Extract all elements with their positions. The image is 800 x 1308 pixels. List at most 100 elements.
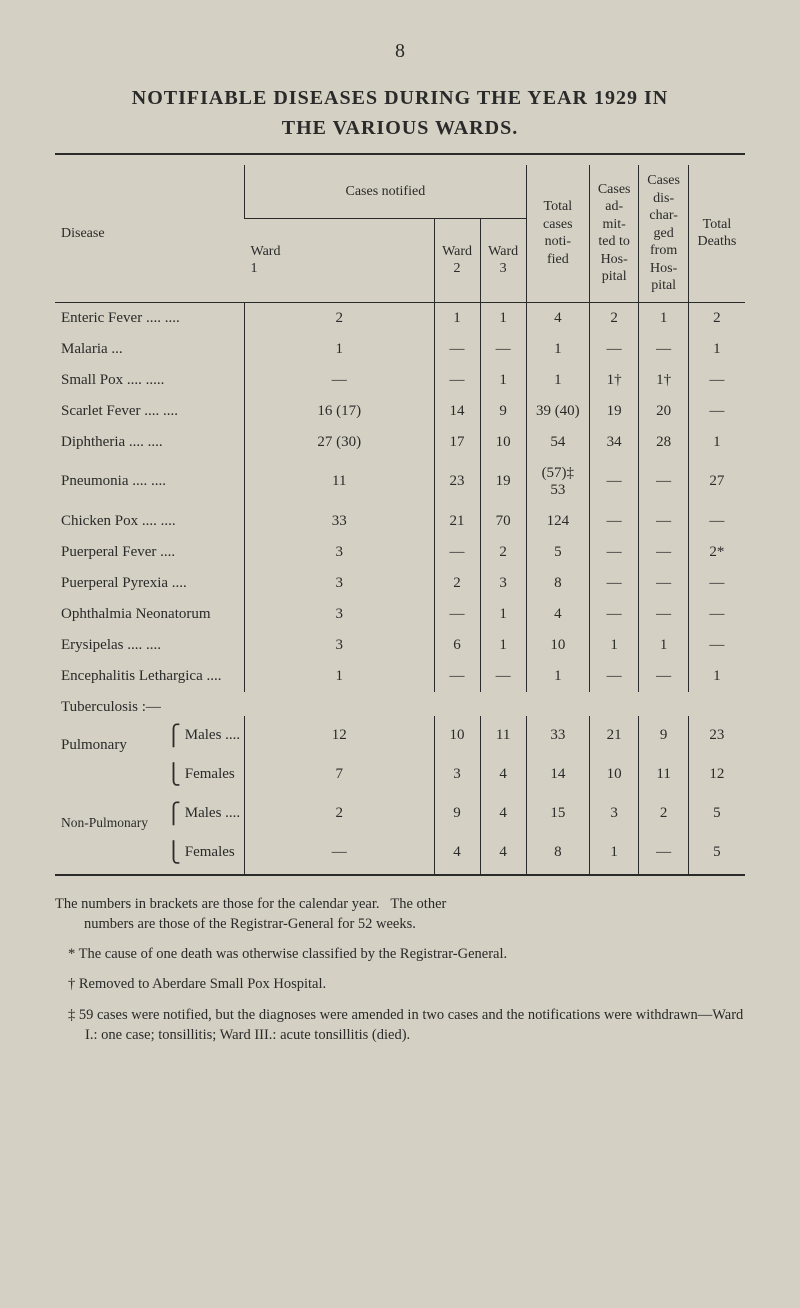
disease-cell: Scarlet Fever .... .... — [55, 396, 245, 427]
table-row: Puerperal Pyrexia ....3238——— — [55, 568, 745, 599]
disease-cell: Puerperal Pyrexia .... — [55, 568, 245, 599]
value-cell: 1 — [589, 833, 638, 875]
value-cell: 28 — [639, 427, 688, 458]
value-cell: — — [589, 537, 638, 568]
value-cell: 1 — [589, 630, 638, 661]
value-cell: 8 — [526, 568, 589, 599]
table-row: ⎩ Females73414101112 — [55, 755, 745, 794]
value-cell: 20 — [639, 396, 688, 427]
value-cell: — — [639, 458, 688, 506]
value-cell: 27 (30) — [245, 427, 435, 458]
value-cell: — — [245, 833, 435, 875]
table-row: Chicken Pox .... ....332170124——— — [55, 506, 745, 537]
value-cell: 5 — [688, 794, 745, 833]
value-cell: — — [434, 661, 480, 692]
value-cell: 4 — [526, 599, 589, 630]
value-cell: 16 (17) — [245, 396, 435, 427]
title-line-1: NOTIFIABLE DISEASES DURING THE YEAR 1929… — [132, 87, 668, 109]
value-cell: 3 — [434, 755, 480, 794]
value-cell: — — [589, 334, 638, 365]
disease-cell: Diphtheria .... .... — [55, 427, 245, 458]
disease-cell: ⎩ Females — [55, 755, 245, 794]
page-number: 8 — [55, 40, 745, 63]
table-row: Encephalitis Lethargica ....1——1——1 — [55, 661, 745, 692]
header-disease: Disease — [55, 165, 245, 302]
value-cell: 54 — [526, 427, 589, 458]
value-cell: 23 — [434, 458, 480, 506]
value-cell: 19 — [589, 396, 638, 427]
value-cell: — — [639, 568, 688, 599]
value-cell: 7 — [245, 755, 435, 794]
value-cell: 1 — [688, 661, 745, 692]
value-cell: 2 — [688, 302, 745, 334]
value-cell: 3 — [245, 537, 435, 568]
value-cell: 4 — [480, 794, 526, 833]
value-cell: — — [589, 568, 638, 599]
top-rule — [55, 153, 745, 155]
footnote-dagger: † Removed to Aberdare Small Pox Hospital… — [55, 974, 745, 994]
value-cell: 27 — [688, 458, 745, 506]
title-line-2: THE VARIOUS WARDS. — [282, 117, 518, 139]
value-cell: — — [688, 396, 745, 427]
value-cell: 23 — [688, 716, 745, 755]
value-cell: 1 — [526, 365, 589, 396]
value-cell: 124 — [526, 506, 589, 537]
value-cell: 2* — [688, 537, 745, 568]
value-cell: 10 — [589, 755, 638, 794]
value-cell: — — [639, 506, 688, 537]
value-cell: 4 — [480, 833, 526, 875]
value-cell: 11 — [245, 458, 435, 506]
table-row: Small Pox .... .....——111†1†— — [55, 365, 745, 396]
value-cell: — — [639, 599, 688, 630]
value-cell: — — [434, 537, 480, 568]
disease-cell: Pulmonary⎧ Males .... — [55, 716, 245, 755]
value-cell: 1 — [688, 334, 745, 365]
value-cell: 1† — [639, 365, 688, 396]
value-cell: — — [434, 365, 480, 396]
value-cell: 21 — [589, 716, 638, 755]
value-cell: 5 — [526, 537, 589, 568]
disease-cell: Malaria ... — [55, 334, 245, 365]
table-row: Puerperal Fever ....3—25——2* — [55, 537, 745, 568]
value-cell: 1 — [434, 302, 480, 334]
value-cell: 1 — [480, 365, 526, 396]
table-row: Diphtheria .... ....27 (30)17105434281 — [55, 427, 745, 458]
value-cell: 2 — [245, 794, 435, 833]
table-title: NOTIFIABLE DISEASES DURING THE YEAR 1929… — [55, 83, 745, 143]
value-cell: 33 — [245, 506, 435, 537]
value-cell: — — [639, 537, 688, 568]
table-row: Non-Pulmonary⎧ Males ....29415325 — [55, 794, 745, 833]
value-cell: 1† — [589, 365, 638, 396]
value-cell: 1 — [526, 334, 589, 365]
value-cell: 9 — [434, 794, 480, 833]
value-cell: 5 — [688, 833, 745, 875]
table-row: Ophthalmia Neonatorum3—14——— — [55, 599, 745, 630]
table-row: Pulmonary⎧ Males ....1210113321923 — [55, 716, 745, 755]
value-cell: — — [245, 365, 435, 396]
value-cell: 21 — [434, 506, 480, 537]
value-cell: 1 — [639, 302, 688, 334]
value-cell: 14 — [434, 396, 480, 427]
value-cell: 1 — [480, 302, 526, 334]
value-cell: 17 — [434, 427, 480, 458]
value-cell: 2 — [245, 302, 435, 334]
footnote-ddagger: ‡ 59 cases were notified, but the diagno… — [55, 1005, 745, 1046]
value-cell: 2 — [639, 794, 688, 833]
disease-cell: Small Pox .... ..... — [55, 365, 245, 396]
value-cell: — — [480, 661, 526, 692]
disease-cell: Encephalitis Lethargica .... — [55, 661, 245, 692]
header-cases-notified: Cases notified — [245, 165, 527, 218]
header-admitted: Casesad-mit-ted toHos-pital — [589, 165, 638, 302]
table-row: ⎩ Females—4481—5 — [55, 833, 745, 875]
value-cell: 1 — [245, 334, 435, 365]
header-ward3: Ward3 — [480, 218, 526, 302]
value-cell: 3 — [245, 568, 435, 599]
value-cell: — — [639, 334, 688, 365]
value-cell: 4 — [526, 302, 589, 334]
value-cell: 33 — [526, 716, 589, 755]
value-cell: 10 — [480, 427, 526, 458]
value-cell: — — [434, 599, 480, 630]
disease-cell: Pneumonia .... .... — [55, 458, 245, 506]
value-cell: — — [480, 334, 526, 365]
value-cell: — — [434, 334, 480, 365]
